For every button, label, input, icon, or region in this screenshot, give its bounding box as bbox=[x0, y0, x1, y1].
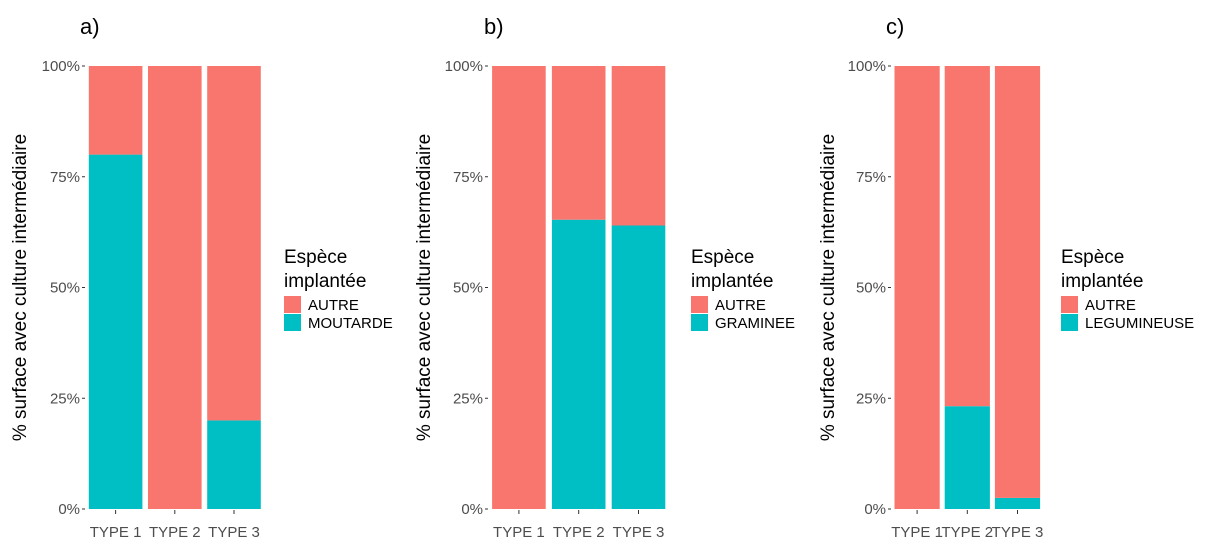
y-tick-label: 50% bbox=[453, 280, 483, 297]
legend-label-graminee: GRAMINEE bbox=[715, 315, 795, 332]
y-tick-label: 50% bbox=[50, 280, 80, 297]
legend-key-legumineuse bbox=[1061, 314, 1078, 331]
legend-label-moutarde: MOUTARDE bbox=[308, 315, 393, 332]
y-tick-label: 50% bbox=[856, 280, 886, 297]
y-tick-label: 0% bbox=[864, 501, 886, 518]
legend-key-autre bbox=[284, 296, 301, 313]
bar-segment-moutarde-type-3 bbox=[207, 420, 261, 509]
bar-segment-autre-type-1 bbox=[88, 66, 143, 155]
legend-title: implantée bbox=[691, 271, 773, 292]
legend-title: Espèce bbox=[284, 247, 347, 268]
legend-label-autre: AUTRE bbox=[308, 297, 359, 314]
y-tick-label: 0% bbox=[461, 501, 483, 518]
bar-segment-autre-type-3 bbox=[207, 66, 261, 421]
chart-panel-2: b) 0% 25% 50% 75% 100% % surface avec culture … bbox=[414, 14, 795, 541]
panel-label: a) bbox=[80, 14, 100, 39]
legend-key-autre bbox=[691, 296, 708, 313]
x-tick-label: TYPE 1 bbox=[891, 524, 943, 541]
legend-label-autre: AUTRE bbox=[715, 297, 766, 314]
y-axis-title: % surface avec culture intermédiaire bbox=[414, 134, 435, 441]
legend-title: implantée bbox=[284, 271, 366, 292]
x-tick-label: TYPE 3 bbox=[208, 524, 260, 541]
bar-segment-autre-type-2 bbox=[148, 66, 202, 509]
y-tick-label: 100% bbox=[42, 58, 80, 75]
bar-segment-legumineuse-type-2 bbox=[944, 406, 990, 509]
bar-segment-autre-type-3 bbox=[994, 66, 1041, 498]
bar-segment-graminee-type-3 bbox=[611, 225, 666, 509]
bar-segment-legumineuse-type-3 bbox=[994, 497, 1041, 509]
x-tick-label: TYPE 2 bbox=[149, 524, 201, 541]
x-tick-label: TYPE 2 bbox=[553, 524, 605, 541]
x-tick-label: TYPE 3 bbox=[613, 524, 665, 541]
bar-segment-graminee-type-2 bbox=[551, 219, 606, 509]
panel-label: c) bbox=[886, 14, 904, 39]
legend-title: Espèce bbox=[691, 247, 754, 268]
y-tick-label: 0% bbox=[58, 501, 80, 518]
x-tick-label: TYPE 2 bbox=[941, 524, 993, 541]
legend-label-legumineuse: LEGUMINEUSE bbox=[1085, 315, 1194, 332]
legend-key-autre bbox=[1061, 296, 1078, 313]
bar-segment-autre-type-1 bbox=[492, 66, 546, 509]
bar-segment-autre-type-2 bbox=[944, 66, 990, 407]
y-tick-label: 75% bbox=[856, 169, 886, 186]
chart-panel-3: c) 0% 25% 50% 75% 100% % surface avec culture … bbox=[818, 14, 1194, 541]
panel-label: b) bbox=[484, 14, 504, 39]
legend-title: Espèce bbox=[1061, 247, 1124, 268]
y-tick-label: 25% bbox=[856, 390, 886, 407]
legend-key-moutarde bbox=[284, 314, 301, 331]
bar-segment-autre-type-2 bbox=[551, 66, 606, 220]
x-tick-label: TYPE 1 bbox=[90, 524, 142, 541]
y-axis-title: % surface avec culture intermédiaire bbox=[818, 134, 839, 441]
x-tick-label: TYPE 1 bbox=[493, 524, 545, 541]
x-tick-label: TYPE 3 bbox=[992, 524, 1044, 541]
y-tick-label: 75% bbox=[50, 169, 80, 186]
y-tick-label: 25% bbox=[453, 390, 483, 407]
bar-segment-autre-type-3 bbox=[611, 66, 666, 226]
bar-segment-moutarde-type-1 bbox=[88, 154, 143, 509]
legend-label-autre: AUTRE bbox=[1085, 297, 1136, 314]
y-tick-label: 75% bbox=[453, 169, 483, 186]
legend-title: implantée bbox=[1061, 271, 1143, 292]
y-tick-label: 100% bbox=[848, 58, 886, 75]
y-tick-label: 25% bbox=[50, 390, 80, 407]
chart-panel-1: a) 0% 25% 50% 75% 100% % surface avec culture … bbox=[10, 14, 393, 541]
legend-key-graminee bbox=[691, 314, 708, 331]
y-tick-label: 100% bbox=[445, 58, 483, 75]
bar-segment-autre-type-1 bbox=[894, 66, 940, 509]
y-axis-title: % surface avec culture intermédiaire bbox=[10, 134, 31, 441]
